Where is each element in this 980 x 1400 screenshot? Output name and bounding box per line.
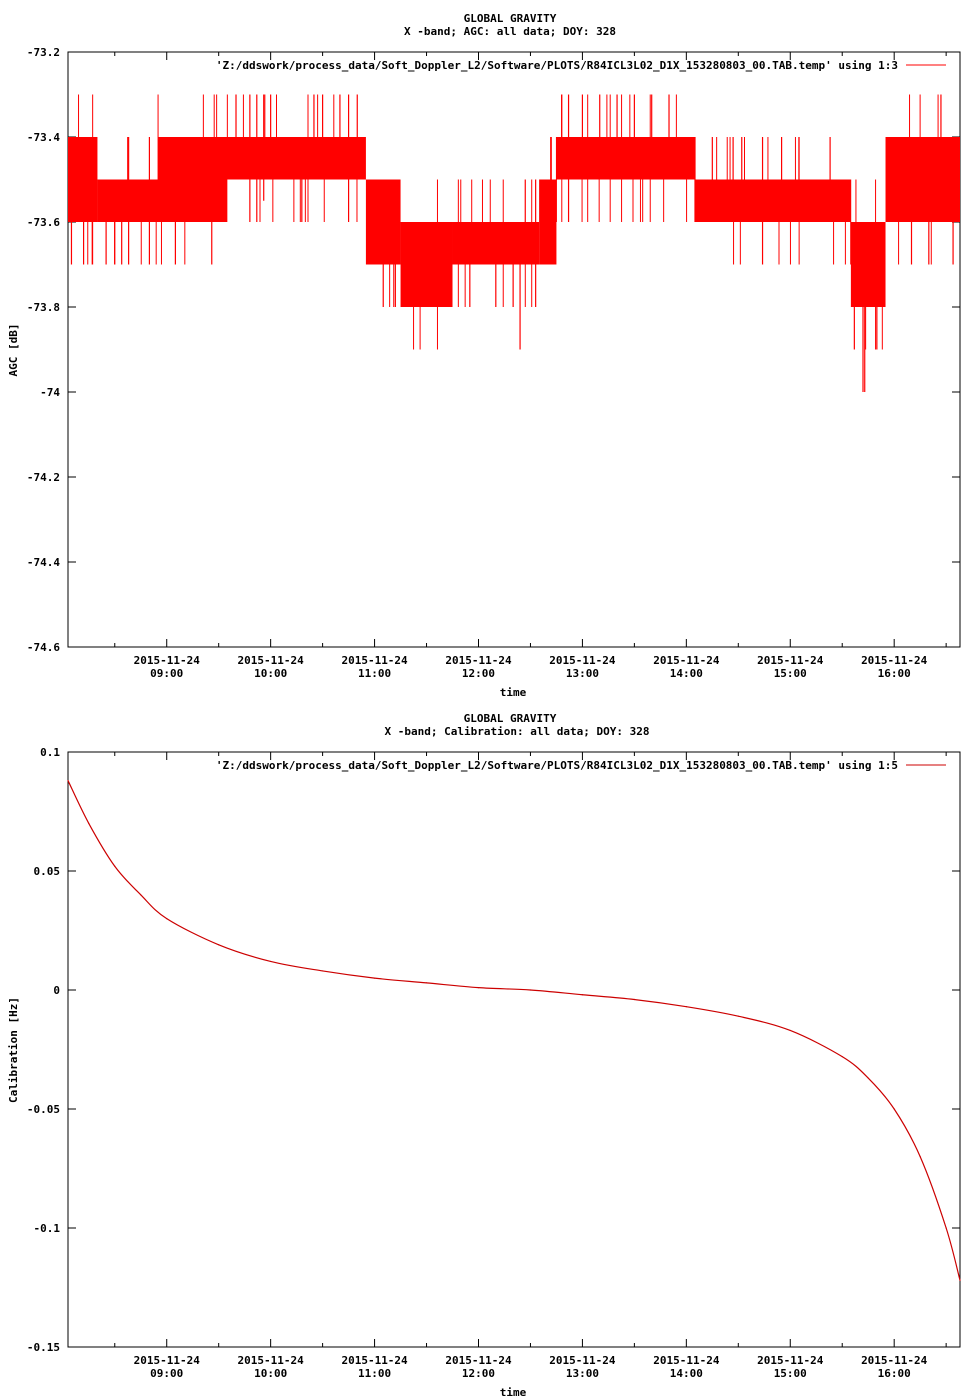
x-tick-time-label: 14:00 [670,1367,703,1380]
data-point [633,998,635,1001]
y-axis-label: Calibration [Hz] [7,997,20,1103]
x-tick-date-label: 2015-11-24 [445,654,512,667]
y-tick-label: -0.1 [34,1222,61,1235]
data-point [959,1279,961,1281]
y-tick-label: -0.05 [27,1103,60,1116]
x-tick-time-label: 09:00 [150,667,183,680]
x-tick-time-label: 11:00 [358,1367,391,1380]
chart-title: GLOBAL GRAVITY [464,712,557,725]
x-tick-time-label: 14:00 [670,667,703,680]
x-tick-date-label: 2015-11-24 [861,654,928,667]
y-tick-label: -74.6 [27,641,60,654]
data-point [477,987,480,989]
chart-subtitle: X -band; AGC: all data; DOY: 328 [404,25,616,38]
y-tick-label: -0.15 [27,1341,60,1354]
x-tick-date-label: 2015-11-24 [549,654,616,667]
plot-frame [67,51,961,648]
y-tick-label: -74.2 [27,471,60,484]
x-tick-date-label: 2015-11-24 [653,654,720,667]
data-band [556,137,695,180]
data-point [685,1006,687,1008]
x-axis-label: time [500,1386,527,1399]
data-point [270,960,272,963]
x-tick-time-label: 09:00 [150,1367,183,1380]
data-point [529,989,532,991]
data-point [425,982,428,984]
x-tick-date-label: 2015-11-24 [238,654,305,667]
chart-title: GLOBAL GRAVITY [464,12,557,25]
x-tick-time-label: 16:00 [878,1367,911,1380]
x-tick-time-label: 10:00 [254,667,287,680]
data-point [789,1029,791,1032]
data-band [158,137,228,222]
data-line [67,780,961,1281]
data-point [114,865,116,867]
agc-chart: GLOBAL GRAVITY X -band; AGC: all data; D… [7,12,961,699]
data-point [841,1056,843,1058]
y-tick-label: 0.1 [40,746,60,759]
x-tick-time-label: 13:00 [566,1367,599,1380]
x-tick-date-label: 2015-11-24 [757,1354,824,1367]
chart-subtitle: X -band; Calibration: all data; DOY: 328 [385,725,650,738]
x-tick-time-label: 12:00 [462,1367,495,1380]
x-axis-label: time [500,686,527,699]
x-tick-time-label: 16:00 [878,667,911,680]
data-point [140,894,142,896]
data-point [67,779,69,782]
y-axis-label: AGC [dB] [7,324,20,377]
data-point [893,1108,895,1110]
data-point [166,918,168,920]
x-tick-date-label: 2015-11-24 [445,1354,512,1367]
data-band [850,222,886,307]
y-tick-label: 0.05 [34,865,61,878]
x-tick-time-label: 10:00 [254,1367,287,1380]
data-point [581,994,584,996]
y-tick-label: -74.4 [27,556,60,569]
x-tick-date-label: 2015-11-24 [134,654,201,667]
y-tick-label: -73.4 [27,131,60,144]
y-tick-label: -74 [40,386,60,399]
x-tick-date-label: 2015-11-24 [238,1354,305,1367]
x-tick-time-label: 13:00 [566,667,599,680]
data-point [919,1156,921,1158]
y-tick-label: -73.6 [27,216,60,229]
x-tick-time-label: 11:00 [358,667,391,680]
x-tick-date-label: 2015-11-24 [341,654,408,667]
x-tick-date-label: 2015-11-24 [861,1354,928,1367]
x-tick-date-label: 2015-11-24 [653,1354,720,1367]
legend-label: 'Z:/ddswork/process_data/Soft_Doppler_L2… [216,59,898,72]
data-band [227,137,366,180]
x-tick-date-label: 2015-11-24 [341,1354,408,1367]
legend-label: 'Z:/ddswork/process_data/Soft_Doppler_L2… [216,759,898,772]
y-tick-label: 0 [53,984,60,997]
x-tick-date-label: 2015-11-24 [549,1354,616,1367]
data-point [218,944,220,946]
x-tick-time-label: 15:00 [774,667,807,680]
data-band [694,179,851,222]
data-point [322,970,324,972]
data-point [945,1227,947,1229]
x-tick-date-label: 2015-11-24 [757,654,824,667]
data-point [867,1077,869,1079]
calibration-chart: GLOBAL GRAVITY X -band; Calibration: all… [7,712,961,1399]
x-tick-time-label: 15:00 [774,1367,807,1380]
data-band [885,137,960,222]
data-band [539,179,557,265]
data-point [373,977,376,979]
y-tick-label: -73.2 [27,46,60,59]
data-point [88,822,90,825]
x-tick-date-label: 2015-11-24 [134,1354,201,1367]
x-tick-time-label: 12:00 [462,667,495,680]
plot-frame [67,751,961,1348]
data-point [737,1015,739,1017]
y-tick-label: -73.8 [27,301,60,314]
